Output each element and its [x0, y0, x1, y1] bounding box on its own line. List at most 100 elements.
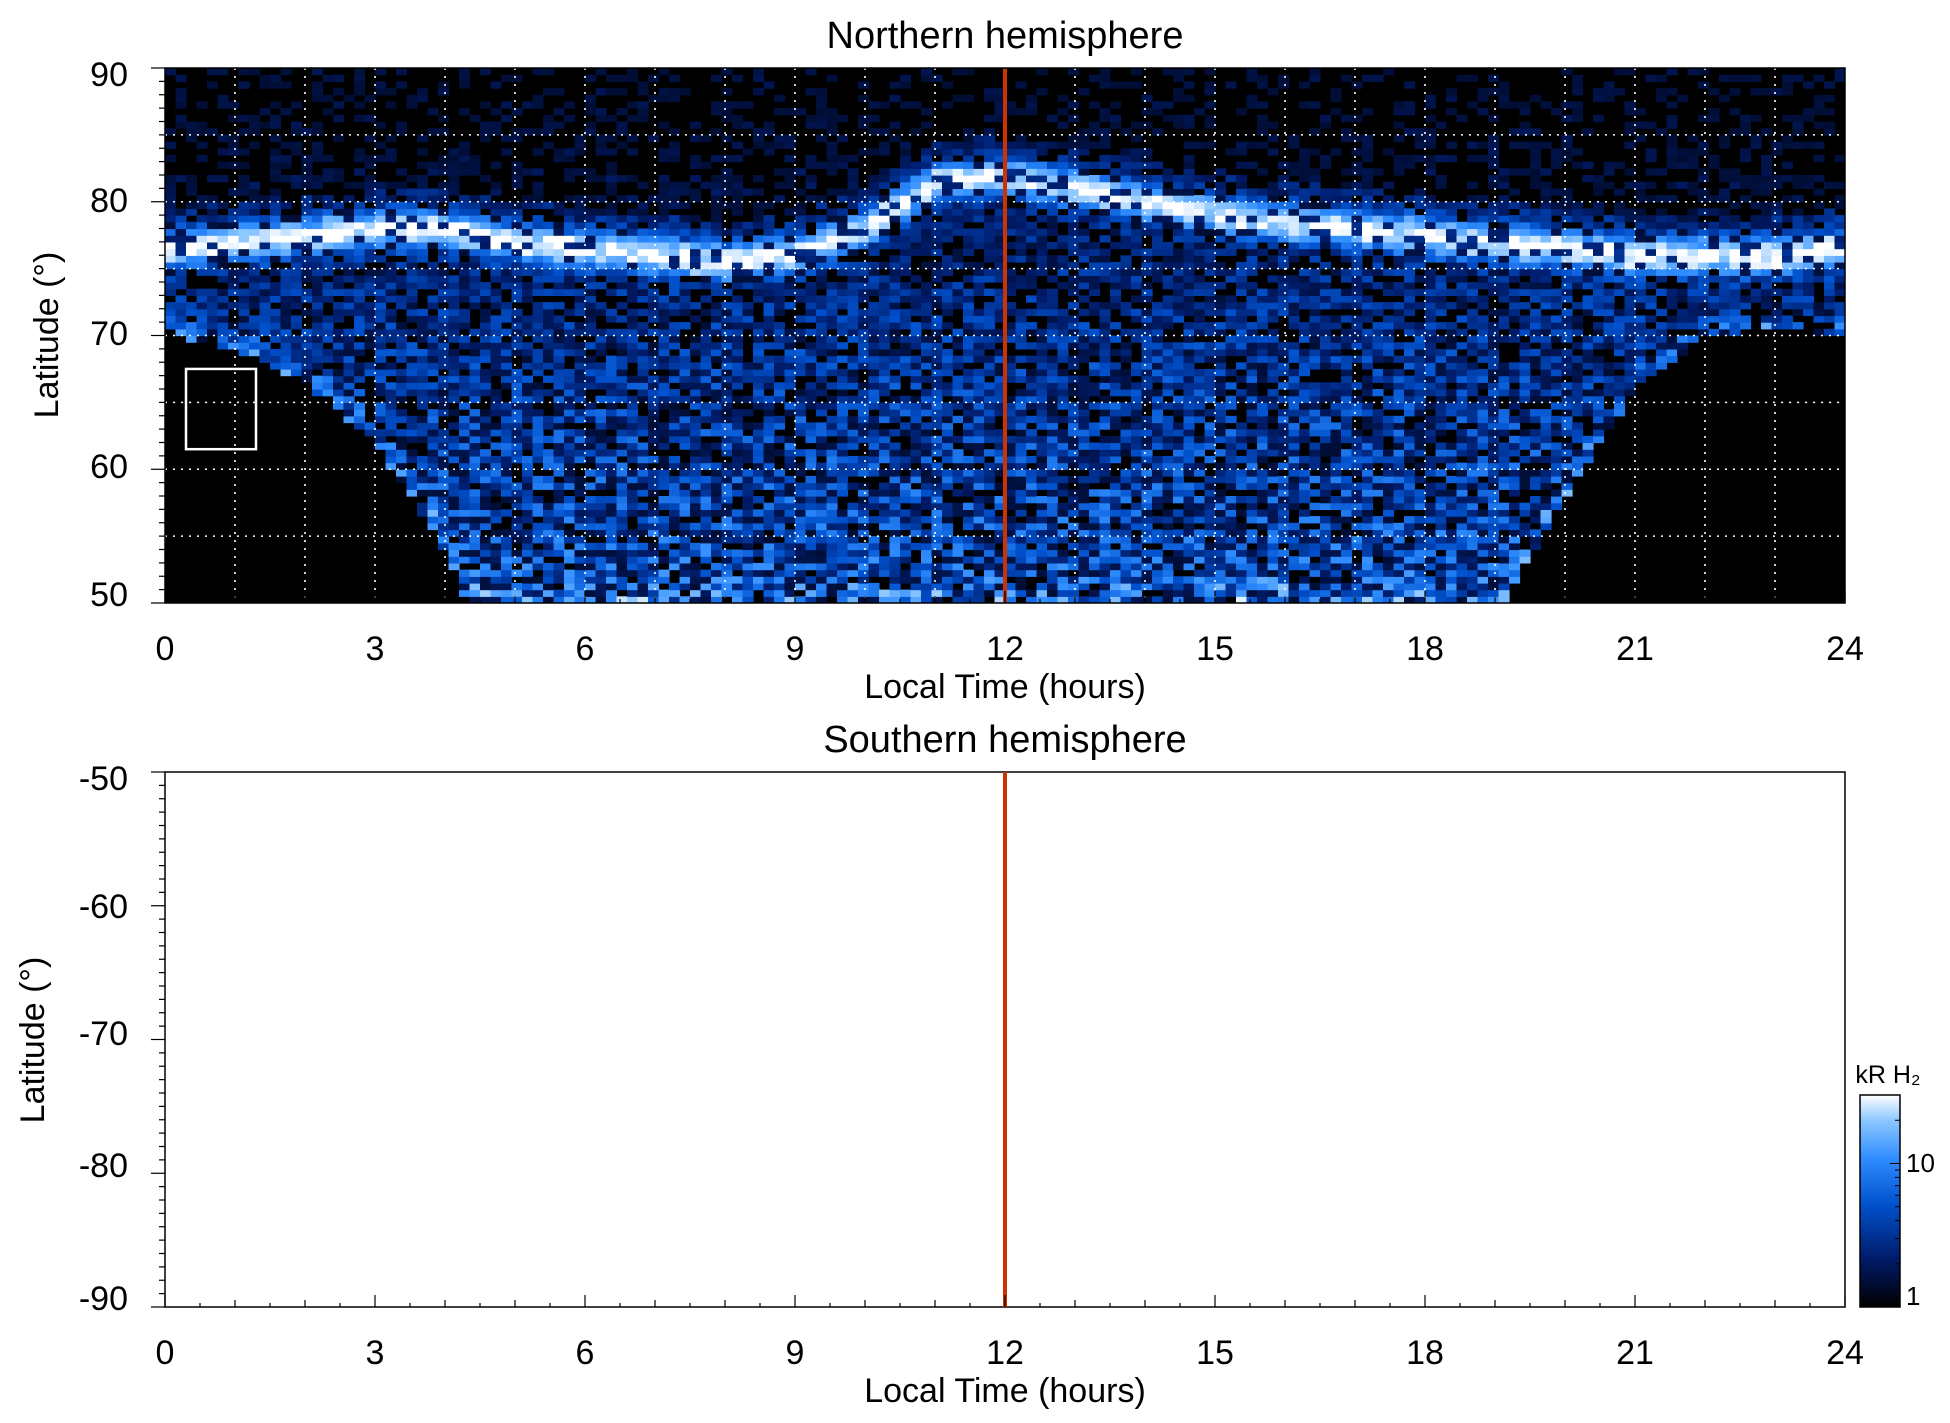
- emission-cell: [459, 235, 471, 243]
- emission-cell: [291, 295, 303, 303]
- emission-cell: [1173, 542, 1185, 551]
- emission-cell: [532, 389, 544, 397]
- emission-cell: [921, 295, 933, 303]
- emission-cell: [1026, 188, 1038, 196]
- emission-cell: [753, 261, 765, 270]
- emission-cell: [207, 175, 219, 183]
- emission-cell: [648, 542, 660, 551]
- emission-cell: [721, 442, 733, 450]
- emission-cell: [1162, 348, 1174, 357]
- emission-cell: [511, 516, 523, 524]
- emission-cell: [679, 462, 691, 470]
- emission-cell: [196, 201, 208, 210]
- emission-cell: [931, 362, 943, 370]
- emission-cell: [1057, 562, 1069, 571]
- emission-cell: [438, 469, 450, 477]
- emission-cell: [1078, 342, 1090, 350]
- emission-cell: [837, 154, 849, 163]
- emission-cell: [1015, 322, 1027, 330]
- emission-cell: [511, 536, 523, 544]
- emission-cell: [427, 315, 439, 323]
- emission-cell: [228, 342, 240, 350]
- emission-cell: [375, 68, 387, 76]
- emission-cell: [1036, 215, 1048, 223]
- emission-cell: [1099, 382, 1111, 390]
- emission-cell: [574, 348, 586, 357]
- emission-cell: [774, 549, 786, 557]
- emission-cell: [648, 228, 660, 236]
- emission-cell: [742, 489, 754, 497]
- emission-cell: [1005, 496, 1017, 504]
- emission-cell: [564, 375, 576, 383]
- emission-cell: [795, 536, 807, 544]
- emission-cell: [1173, 348, 1185, 357]
- emission-cell: [879, 308, 891, 317]
- emission-cell: [1131, 335, 1143, 343]
- emission-cell: [942, 529, 954, 537]
- emission-cell: [532, 415, 544, 424]
- emission-cell: [868, 422, 880, 430]
- emission-cell: [847, 282, 859, 290]
- emission-cell: [448, 328, 460, 337]
- emission-cell: [1005, 188, 1017, 196]
- emission-cell: [1005, 175, 1017, 183]
- emission-cell: [784, 181, 796, 189]
- emission-cell: [774, 261, 786, 270]
- emission-cell: [249, 348, 261, 357]
- emission-cell: [606, 201, 618, 210]
- emission-cell: [511, 375, 523, 383]
- emission-cell: [1005, 502, 1017, 510]
- emission-cell: [1099, 529, 1111, 537]
- emission-cell: [1047, 455, 1059, 464]
- emission-cell: [448, 362, 460, 370]
- emission-cell: [417, 462, 429, 470]
- emission-cell: [679, 228, 691, 236]
- emission-cell: [994, 201, 1006, 210]
- emission-cell: [658, 355, 670, 363]
- emission-cell: [963, 302, 975, 310]
- emission-cell: [490, 188, 502, 196]
- emission-cell: [774, 529, 786, 537]
- emission-cell: [343, 181, 355, 189]
- emission-cell: [669, 261, 681, 270]
- emission-cell: [889, 195, 901, 203]
- emission-cell: [1183, 522, 1195, 531]
- emission-cell: [1131, 435, 1143, 444]
- emission-cell: [679, 201, 691, 210]
- emission-cell: [1099, 362, 1111, 370]
- emission-cell: [942, 522, 954, 531]
- emission-cell: [574, 268, 586, 276]
- emission-cell: [732, 302, 744, 310]
- emission-cell: [585, 128, 597, 136]
- emission-cell: [889, 516, 901, 524]
- emission-cell: [259, 241, 271, 250]
- emission-cell: [910, 489, 922, 497]
- emission-cell: [669, 402, 681, 410]
- emission-cell: [501, 235, 513, 243]
- emission-cell: [490, 516, 502, 524]
- emission-cell: [868, 449, 880, 457]
- emission-cell: [490, 368, 502, 377]
- emission-cell: [438, 275, 450, 283]
- emission-cell: [658, 188, 670, 196]
- emission-cell: [1173, 509, 1185, 517]
- emission-cell: [921, 449, 933, 457]
- emission-cell: [1141, 522, 1153, 531]
- emission-cell: [406, 188, 418, 196]
- emission-cell: [249, 114, 261, 123]
- emission-cell: [732, 395, 744, 403]
- emission-cell: [616, 268, 628, 276]
- emission-cell: [1173, 121, 1185, 129]
- emission-cell: [249, 121, 261, 129]
- emission-cell: [921, 108, 933, 116]
- emission-cell: [1110, 208, 1122, 216]
- emission-cell: [910, 335, 922, 343]
- emission-cell: [742, 308, 754, 317]
- emission-cell: [616, 235, 628, 243]
- emission-cell: [1036, 375, 1048, 383]
- emission-cell: [963, 154, 975, 163]
- emission-cell: [1120, 375, 1132, 383]
- emission-cell: [826, 121, 838, 129]
- emission-cell: [847, 382, 859, 390]
- emission-cell: [763, 409, 775, 417]
